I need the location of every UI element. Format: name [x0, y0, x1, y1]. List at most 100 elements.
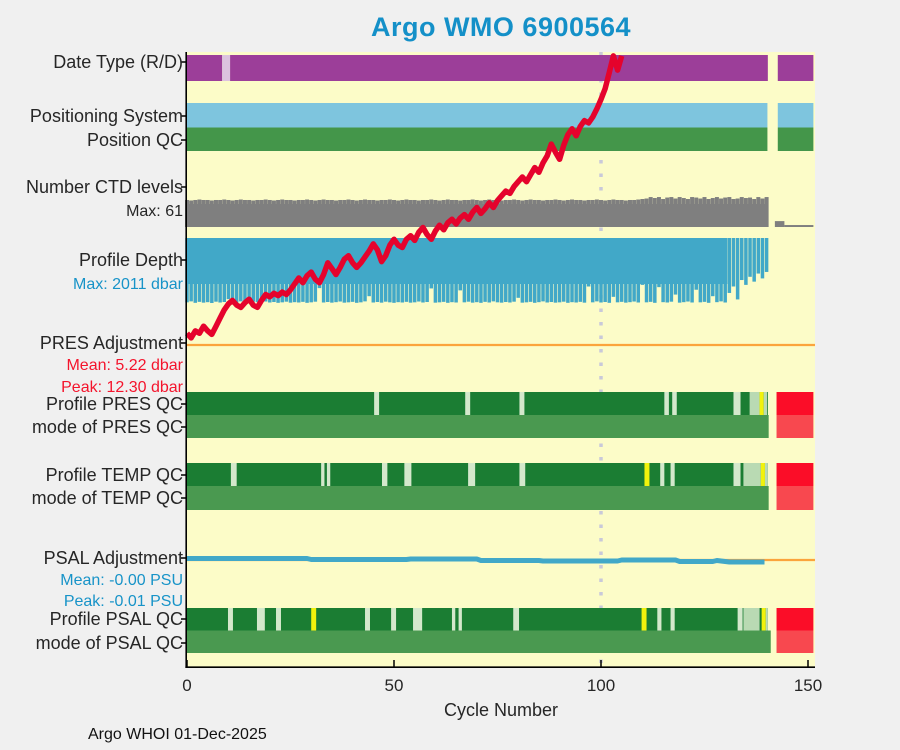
ctd-levels-bar: [784, 225, 814, 227]
row-label: mode of PSAL QC: [35, 633, 183, 653]
profile-depth-bar: [735, 238, 740, 300]
profile-temp-qc-band-stripe: [404, 463, 412, 486]
row-label: PSAL Adjustment: [43, 548, 183, 568]
profile-psal-qc-band-stripe: [451, 608, 456, 631]
profile-psal-qc-band-stripe: [276, 608, 281, 631]
profile-temp-qc-band-stripe: [743, 463, 761, 486]
profile-depth-bar: [752, 238, 756, 282]
ctd-levels-bar: [774, 221, 785, 227]
profile-temp-qc-band-stripe: [468, 463, 476, 486]
row-label: Date Type (R/D): [53, 52, 183, 72]
mode-temp-qc-band: [187, 486, 769, 510]
profile-temp-qc-band-stripe: [381, 463, 388, 486]
profile-depth-bar: [760, 238, 765, 279]
profile-psal-qc-band-stripe: [743, 608, 760, 631]
row-label: Profile PRES QC: [45, 394, 183, 414]
row-label: Number CTD levels: [25, 177, 183, 197]
profile-temp-qc-band-stripe: [670, 463, 675, 486]
profile-psal-qc-band-stripe: [227, 608, 233, 631]
profile-depth-bar: [727, 238, 732, 293]
row-label: PRES Adjustment: [39, 333, 183, 353]
ctd-levels-band: [187, 204, 768, 227]
x-axis-label: Cycle Number: [443, 700, 559, 720]
row-label: Profile Depth: [78, 250, 183, 270]
x-tick-label: 100: [586, 676, 616, 695]
profile-pres-qc-band-stripe: [749, 392, 760, 415]
row-label: Max: 2011 dbar: [73, 276, 183, 293]
mode-pres-qc-band-end-block: [776, 415, 814, 438]
mode-psal-qc-band: [187, 630, 771, 653]
profile-temp-qc-band-stripe: [764, 463, 768, 486]
x-tick-label: 0: [182, 676, 192, 695]
profile-temp-qc-band-stripe: [644, 463, 650, 486]
profile-temp-qc-band-end-block: [776, 463, 814, 486]
date-type-band: [187, 55, 223, 81]
profile-pres-qc-band-stripe: [465, 392, 471, 415]
positioning-system-band: [187, 103, 768, 128]
row-label: Peak: 12.30 dbar: [61, 379, 183, 396]
profile-psal-qc-band-stripe: [641, 608, 647, 631]
profile-depth-bar: [740, 238, 744, 281]
profile-depth-bar: [764, 238, 769, 272]
row-label: mode of PRES QC: [31, 417, 183, 437]
row-label: mode of TEMP QC: [31, 488, 183, 508]
date-type-band: [230, 55, 768, 81]
date-type-band-stripe: [222, 55, 231, 81]
footer-caption: Argo WHOI 01-Dec-2025: [88, 726, 267, 743]
mode-pres-qc-band: [187, 415, 769, 438]
positioning-system-band: [777, 103, 814, 128]
mode-temp-qc-band-end-block: [776, 486, 814, 510]
profile-pres-qc-band: [187, 392, 768, 415]
profile-temp-qc-band-stripe: [230, 463, 237, 486]
profile-depth-bar: [748, 238, 752, 277]
profile-psal-qc-band-stripe: [737, 608, 743, 631]
profile-pres-qc-band-stripe: [374, 392, 380, 415]
profile-psal-qc-band-stripe: [765, 608, 768, 631]
row-label: Peak: -0.01 PSU: [63, 593, 183, 610]
row-label: Mean: 5.22 dbar: [66, 357, 183, 374]
profile-psal-qc-band-stripe: [657, 608, 662, 631]
position-qc-band: [777, 127, 814, 151]
profile-psal-qc-band-stripe: [256, 608, 265, 631]
pres-adjustment-line: [184, 53, 625, 341]
profile-depth-bar: [756, 238, 761, 274]
profile-temp-qc-band-stripe: [519, 463, 526, 486]
profile-psal-qc-band-stripe: [670, 608, 675, 631]
profile-psal-qc-band-stripe: [458, 608, 462, 631]
row-label: Mean: -0.00 PSU: [60, 572, 183, 589]
plot-area: [187, 52, 815, 668]
profile-psal-qc-band-stripe: [391, 608, 397, 631]
x-tick-label: 150: [793, 676, 823, 695]
profile-psal-qc-band: [187, 608, 768, 631]
profile-pres-qc-band-stripe: [759, 392, 764, 415]
profile-pres-qc-band-stripe: [519, 392, 525, 415]
x-tick-label: 50: [384, 676, 404, 695]
row-label: Profile PSAL QC: [49, 609, 183, 629]
profile-psal-qc-band-stripe: [365, 608, 370, 631]
profile-psal-qc-band-stripe: [311, 608, 317, 631]
row-label: Positioning System: [29, 106, 183, 126]
profile-temp-qc-band-stripe: [321, 463, 325, 486]
row-label: Profile TEMP QC: [45, 465, 183, 485]
profile-temp-qc-band-stripe: [326, 463, 331, 486]
profile-pres-qc-band-stripe: [672, 392, 677, 415]
profile-temp-qc-band-stripe: [733, 463, 741, 486]
profile-pres-qc-band-end-block: [776, 392, 814, 415]
profile-pres-qc-band-stripe: [763, 392, 768, 415]
row-label: Max: 61: [126, 203, 183, 220]
profile-temp-qc-band-stripe: [760, 463, 765, 486]
profile-psal-qc-band-stripe: [413, 608, 423, 631]
chart-title: Argo WMO 6900564: [370, 12, 632, 42]
row-label: Position QC: [86, 130, 183, 150]
profile-pres-qc-band-stripe: [664, 392, 669, 415]
profile-depth-band: [187, 238, 728, 284]
profile-psal-qc-band-end-block: [776, 608, 814, 631]
profile-temp-qc-band-stripe: [660, 463, 665, 486]
profile-psal-qc-band-stripe: [513, 608, 520, 631]
mode-psal-qc-band-end-block: [776, 630, 814, 653]
psal-adjustment-line: [187, 556, 765, 565]
profile-temp-qc-band: [187, 463, 768, 486]
profile-depth-bar: [744, 238, 748, 285]
